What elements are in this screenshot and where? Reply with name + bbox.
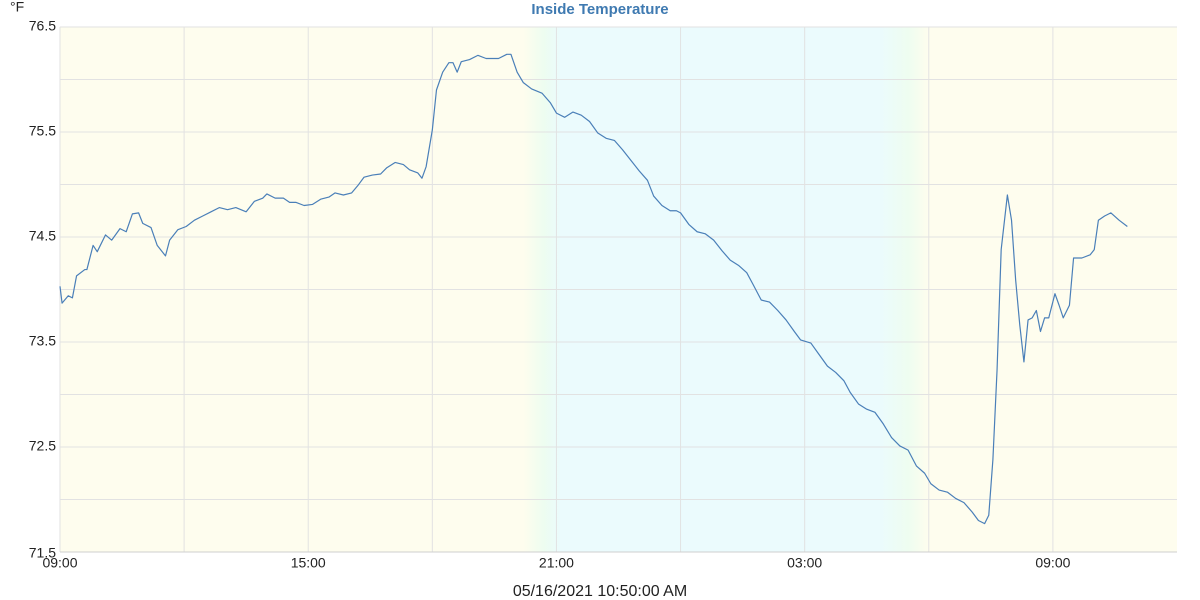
y-tick-label: 74.5: [29, 228, 56, 244]
x-tick-label: 09:00: [1035, 555, 1070, 571]
y-tick-label: 76.5: [29, 18, 56, 34]
x-tick-label: 09:00: [42, 555, 77, 571]
y-tick-label: 75.5: [29, 123, 56, 139]
footer: 05/16/2021 10:50:00 AM: [513, 583, 687, 600]
x-tick-label: 03:00: [787, 555, 822, 571]
x-tick-label: 21:00: [539, 555, 574, 571]
y-axis-label: °F: [10, 0, 24, 15]
y-tick-label: 71.5: [29, 545, 56, 561]
y-tick-label: 72.5: [29, 438, 56, 454]
chart-title: Inside Temperature: [531, 1, 668, 18]
y-tick-label: 73.5: [29, 333, 56, 349]
x-tick-label: 15:00: [291, 555, 326, 571]
data-line: [59, 53, 1128, 525]
